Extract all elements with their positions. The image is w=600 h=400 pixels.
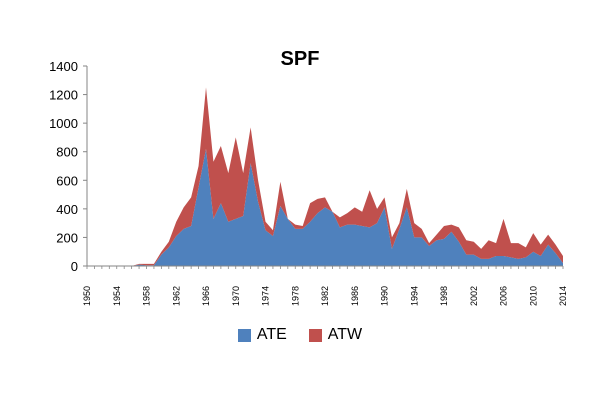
y-tick-label: 0 — [71, 259, 78, 274]
x-tick-label: 1982 — [320, 286, 330, 306]
y-tick-label: 600 — [56, 173, 78, 188]
legend-label-ate: ATE — [256, 326, 287, 343]
x-tick-label: 1950 — [82, 286, 92, 306]
x-tick-label: 1974 — [261, 286, 271, 306]
x-tick-label: 1986 — [350, 286, 360, 306]
x-tick-label: 1998 — [439, 286, 449, 306]
y-tick-label: 800 — [56, 145, 78, 160]
y-tick-label: 200 — [56, 230, 78, 245]
x-tick-label: 1954 — [112, 286, 122, 306]
x-tick-label: 2010 — [528, 286, 538, 306]
chart-legend: ATE ATW — [0, 326, 600, 344]
x-tick-label: 1990 — [380, 286, 390, 306]
y-tick-label: 1000 — [49, 116, 78, 131]
legend-item-ate: ATE — [237, 326, 287, 344]
x-tick-label: 1962 — [171, 286, 181, 306]
x-tick-label: 1970 — [231, 286, 241, 306]
chart-title: SPF — [280, 48, 320, 70]
area-series-atw — [87, 87, 563, 266]
x-tick-label: 1978 — [290, 286, 300, 306]
x-tick-label: 2002 — [469, 286, 479, 306]
x-tick-label: 1958 — [142, 286, 152, 306]
y-tick-label: 400 — [56, 202, 78, 217]
x-tick-label: 2006 — [499, 286, 509, 306]
legend-swatch-atw — [308, 328, 322, 342]
legend-swatch-ate — [237, 328, 251, 342]
y-tick-label: 1400 — [49, 59, 78, 74]
legend-label-atw: ATW — [327, 326, 363, 343]
x-tick-label: 2014 — [558, 286, 568, 306]
x-tick-label: 1966 — [201, 286, 211, 306]
legend-item-atw: ATW — [308, 326, 363, 344]
y-tick-label: 1200 — [49, 88, 78, 103]
x-tick-label: 1994 — [409, 286, 419, 306]
